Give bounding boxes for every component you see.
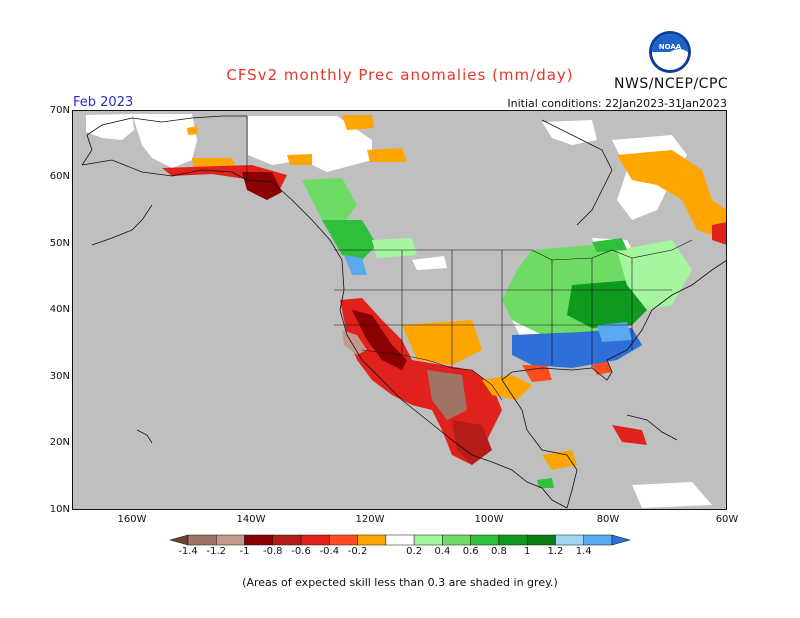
colorbar-label: 1.4 xyxy=(575,546,592,557)
us-canada-border xyxy=(334,239,693,261)
colorbar-swatch xyxy=(216,534,245,546)
lon-label-140w: 140W xyxy=(236,514,266,525)
lon-label-160w: 160W xyxy=(117,514,147,525)
map-frame xyxy=(72,110,727,510)
dry-area-four-corners xyxy=(402,320,482,365)
colorbar-swatch xyxy=(413,534,443,546)
wet-area-bc-interior xyxy=(302,178,357,225)
dry-area-socal xyxy=(342,330,367,355)
cuba xyxy=(626,414,678,441)
skill-note: (Areas of expected skill less than 0.3 a… xyxy=(242,576,558,589)
dry-area-mexico-sierra xyxy=(427,370,467,420)
dry-area-mexico-south xyxy=(452,420,492,465)
colorbar-swatch xyxy=(470,534,500,546)
colorbar-label: 0.6 xyxy=(462,546,479,557)
state-lines xyxy=(401,250,633,380)
colorbar-label: 1.2 xyxy=(547,546,564,557)
dry-area-central-america xyxy=(542,450,577,470)
colorbar-swatch xyxy=(583,534,613,546)
neutral-area-baffin xyxy=(542,120,597,145)
dry-area-yukon-south xyxy=(287,154,312,165)
lat-label-50n: 50N xyxy=(49,238,70,249)
lon-label-100w: 100W xyxy=(474,514,504,525)
colorbar-label: -1.2 xyxy=(206,546,227,557)
colorbar-swatch xyxy=(385,534,415,546)
neutral-area-alaska-n xyxy=(132,114,197,168)
wet-area-washington xyxy=(344,255,367,275)
colorbar-label: -0.2 xyxy=(347,546,368,557)
colorbar-swatch xyxy=(187,534,217,546)
colorbar-swatch xyxy=(272,534,302,546)
colorbar-label: -0.8 xyxy=(263,546,283,557)
coastlines xyxy=(81,115,727,509)
noaa-logo-text: NOAA xyxy=(659,43,682,51)
initial-conditions: Initial conditions: 22Jan2023-31Jan2023 xyxy=(507,97,727,110)
dry-area-gulf xyxy=(522,365,552,382)
dry-area-nwt xyxy=(367,148,407,162)
lon-label-60w: 60W xyxy=(715,514,739,525)
wet-area-carolinas xyxy=(597,322,632,342)
wet-area-yucatan xyxy=(537,478,554,488)
dry-area-florida xyxy=(592,360,612,375)
colorbar-label: 0.2 xyxy=(406,546,423,557)
colorbar-swatch xyxy=(357,534,387,546)
map-title: CFSv2 monthly Prec anomalies (mm/day) xyxy=(226,66,574,84)
alaska-north-coast xyxy=(81,115,247,166)
colorbar-label: 0.4 xyxy=(434,546,451,557)
colorbar-label: -0.4 xyxy=(319,546,340,557)
gulf-atlantic-coastline xyxy=(501,259,727,509)
lon-label-120w: 120W xyxy=(355,514,385,525)
dry-anomalies xyxy=(162,115,727,470)
dry-area-labrador xyxy=(617,150,727,240)
dry-area-nova-scotia xyxy=(712,222,727,245)
wet-area-great-lakes xyxy=(592,238,627,252)
lat-label-40n: 40N xyxy=(49,304,70,315)
neutral-area-yukon xyxy=(248,116,372,172)
colorbar-label: 0.8 xyxy=(490,546,507,557)
colorbar-swatch xyxy=(300,534,330,546)
lat-label-10n: 10N xyxy=(49,504,70,515)
colorbar-label: -1 xyxy=(239,546,250,557)
lat-label-70n: 70N xyxy=(49,105,70,116)
colorbar-cap-low xyxy=(170,534,189,546)
colorbar-swatch xyxy=(555,534,584,546)
dry-area-caribbean xyxy=(612,425,647,445)
lat-label-60n: 60N xyxy=(49,171,70,182)
colorbar-label: -1.4 xyxy=(178,546,198,557)
hudson-bay-coast xyxy=(541,119,613,226)
pacific-coastline xyxy=(81,159,568,509)
hawaii xyxy=(136,429,153,444)
neutral-area-south xyxy=(632,482,712,508)
neutral-area-plains xyxy=(412,256,447,270)
wet-area-idaho xyxy=(372,238,417,258)
colorbar-swatch xyxy=(526,534,556,546)
dry-area-nw-canada xyxy=(342,115,374,130)
colorbar-cap-high xyxy=(611,534,630,546)
lat-label-20n: 20N xyxy=(49,437,70,448)
colorbar-swatch xyxy=(498,534,528,546)
colorbar xyxy=(170,534,630,546)
agency-label: NWS/NCEP/CPC xyxy=(614,76,729,92)
colorbar-swatch xyxy=(442,534,471,546)
state-lines-horizontal xyxy=(334,289,672,326)
colorbar-swatch xyxy=(329,534,358,546)
anomaly-map xyxy=(72,110,727,510)
lat-label-30n: 30N xyxy=(49,371,70,382)
colorbar-swatch xyxy=(244,534,274,546)
colorbar-label: -0.6 xyxy=(291,546,311,557)
noaa-logo: NOAA xyxy=(649,31,691,73)
valid-month: Feb 2023 xyxy=(73,95,134,110)
colorbar-label: 1 xyxy=(524,546,531,557)
colorbar-swatches xyxy=(170,534,630,546)
wet-area-ohio-valley xyxy=(567,280,652,328)
dry-area-se-alaska xyxy=(242,172,282,200)
aleutian-islands xyxy=(91,204,153,246)
lon-label-80w: 80W xyxy=(596,514,620,525)
borders xyxy=(246,116,693,401)
dry-area-alaska-peak xyxy=(187,126,198,135)
